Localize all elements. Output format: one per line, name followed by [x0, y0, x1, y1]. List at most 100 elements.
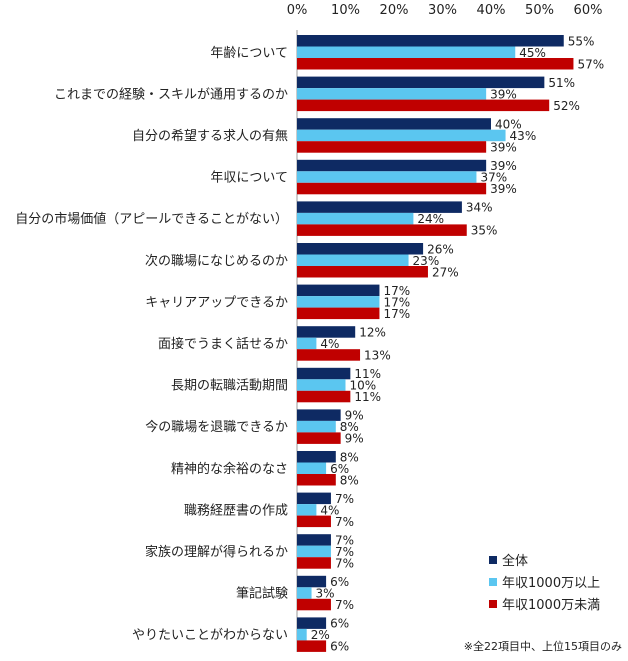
bar — [297, 141, 487, 153]
bar — [297, 266, 428, 278]
bar — [297, 88, 487, 100]
bar — [297, 451, 336, 463]
bar — [297, 99, 550, 112]
legend-swatch — [489, 578, 497, 586]
data-label: 11% — [354, 390, 381, 404]
data-label: 7% — [335, 515, 354, 529]
bar — [297, 337, 317, 350]
category-label: 筆記試験 — [236, 586, 288, 602]
bar — [297, 390, 351, 403]
bar — [297, 474, 336, 486]
category-label: やりたいことがわからない — [132, 628, 288, 643]
bar — [297, 557, 331, 569]
category-label: 家族の理解が得られるか — [145, 544, 288, 560]
bar — [297, 76, 545, 89]
bar — [297, 243, 424, 255]
data-label: 7% — [335, 492, 354, 506]
bar — [297, 326, 356, 338]
data-label: 7% — [335, 533, 354, 547]
data-label: 51% — [548, 76, 575, 90]
data-label: 13% — [364, 348, 391, 362]
data-label: 35% — [471, 224, 498, 238]
data-label: 12% — [359, 325, 386, 339]
x-tick-label: 10% — [331, 3, 360, 18]
bar — [297, 545, 331, 558]
bar — [297, 349, 361, 361]
legend-swatch — [489, 600, 497, 608]
legend-label: 全体 — [502, 553, 528, 569]
data-label: 24% — [417, 212, 444, 226]
x-tick-label: 40% — [477, 3, 506, 18]
bar — [297, 118, 491, 130]
data-label: 17% — [383, 295, 410, 309]
bar — [297, 534, 331, 546]
bar — [297, 129, 506, 142]
bar — [297, 201, 462, 213]
bar — [297, 367, 351, 380]
data-label: 9% — [345, 432, 364, 446]
data-label: 26% — [427, 242, 454, 256]
data-label: 17% — [383, 284, 410, 298]
bar — [297, 462, 327, 474]
data-label: 6% — [330, 640, 349, 654]
x-tick-label: 30% — [428, 3, 457, 18]
data-label: 3% — [316, 587, 335, 601]
category-label: 年齢について — [210, 46, 288, 61]
legend-swatch — [489, 556, 497, 564]
category-label: 職務経歴書の作成 — [184, 503, 288, 518]
bar — [297, 46, 516, 58]
data-label: 34% — [466, 201, 493, 215]
legend-label: 年収1000万以上 — [502, 576, 600, 591]
x-axis-ticks: 0% 10% 20% 30% 40% 50% 60% — [287, 3, 603, 18]
bar — [297, 284, 380, 297]
bar — [297, 224, 467, 236]
data-label: 39% — [490, 159, 517, 173]
bar — [297, 379, 346, 391]
data-label: 45% — [519, 46, 546, 60]
bar — [297, 296, 380, 308]
data-label: 8% — [340, 450, 359, 464]
legend-label: 年収1000万未満 — [502, 598, 600, 613]
bars — [297, 35, 574, 652]
category-label: 次の職場になじめるのか — [145, 253, 288, 269]
bar — [297, 182, 487, 195]
data-label: 39% — [490, 140, 517, 154]
x-tick-label: 60% — [574, 3, 603, 18]
bar — [297, 515, 331, 528]
data-label: 7% — [335, 545, 354, 559]
bar — [297, 587, 312, 599]
value-labels: 55%45%57%51%39%52%40%43%39%39%37%39%34%2… — [311, 34, 604, 653]
data-label: 37% — [480, 171, 507, 185]
category-label: 今の職場を退職できるか — [145, 419, 288, 435]
category-label: 面接でうまく話せるか — [158, 336, 288, 352]
bar — [297, 35, 564, 47]
bar — [297, 492, 331, 505]
data-label: 4% — [320, 503, 339, 517]
data-label: 57% — [577, 57, 604, 71]
category-labels: 年齢についてこれまでの経験・スキルが通用するのか自分の希望する求人の有無年収につ… — [15, 46, 288, 643]
data-label: 6% — [330, 462, 349, 476]
data-label: 52% — [553, 99, 580, 113]
data-label: 7% — [335, 556, 354, 570]
bar — [297, 575, 327, 588]
bar — [297, 432, 341, 444]
data-label: 11% — [354, 367, 381, 381]
category-label: 自分の希望する求人の有無 — [132, 128, 288, 144]
footnote: ※全22項目中、上位15項目のみ — [464, 639, 622, 653]
data-label: 7% — [335, 598, 354, 612]
bar — [297, 598, 331, 611]
data-label: 9% — [345, 409, 364, 423]
data-label: 17% — [383, 307, 410, 321]
data-label: 40% — [495, 117, 522, 131]
x-tick-label: 20% — [380, 3, 409, 18]
bar — [297, 617, 327, 629]
bar — [297, 504, 317, 516]
data-label: 8% — [340, 473, 359, 487]
bar — [297, 171, 477, 183]
data-label: 10% — [350, 379, 377, 393]
data-label: 4% — [320, 337, 339, 351]
bar — [297, 212, 414, 225]
bar — [297, 409, 341, 421]
data-label: 8% — [340, 420, 359, 434]
